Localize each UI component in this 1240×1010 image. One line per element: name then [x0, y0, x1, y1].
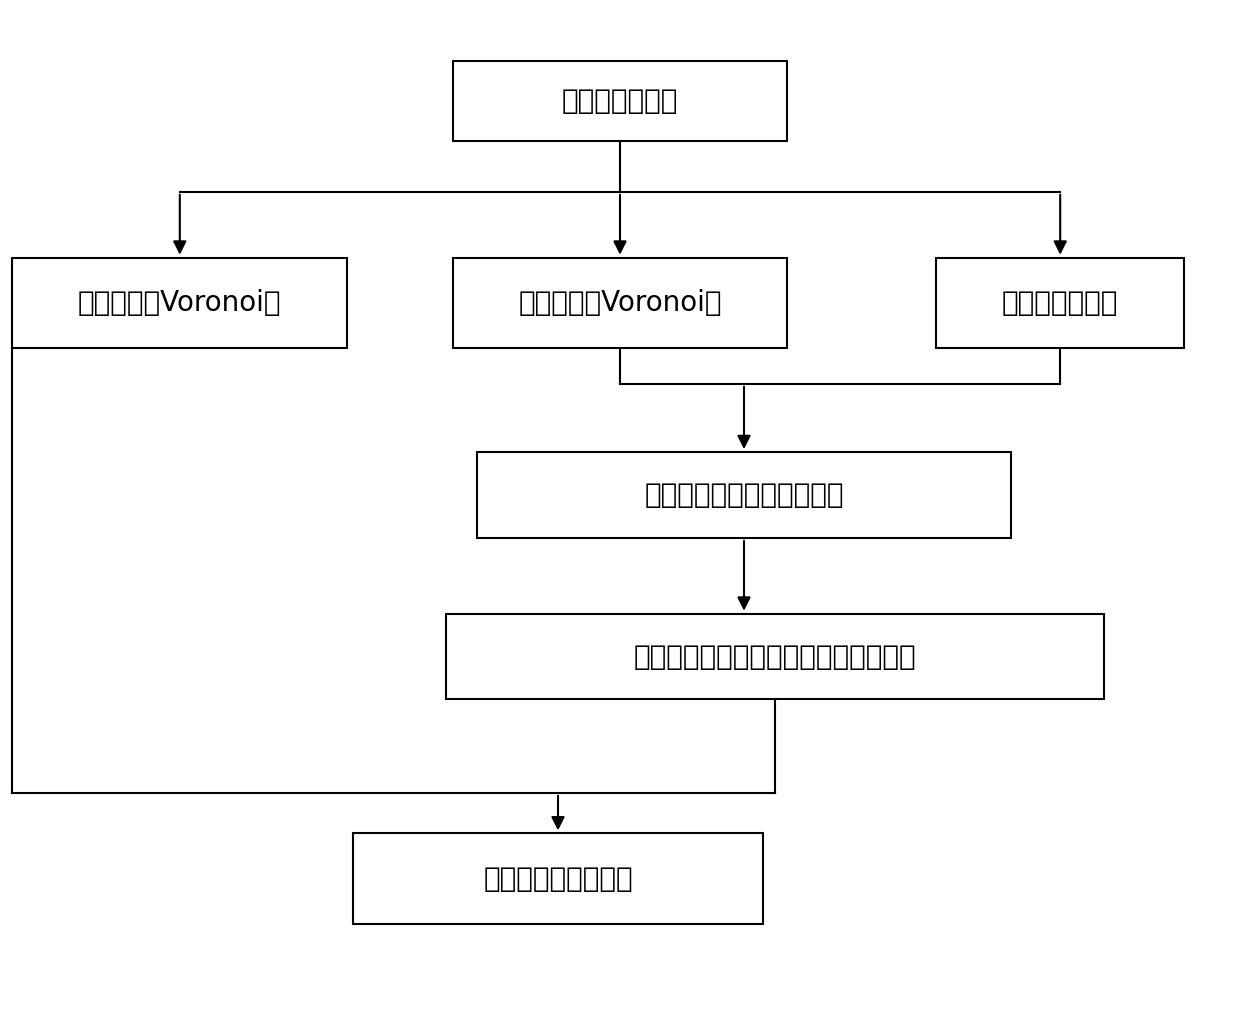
Bar [477, 452, 1011, 537]
Text: 原始采样点数据: 原始采样点数据 [562, 87, 678, 115]
Text: 确定重金属含量衰减系数和动态缓冲区: 确定重金属含量衰减系数和动态缓冲区 [634, 642, 916, 671]
Bar [12, 258, 347, 348]
Text: 异常高值点提取: 异常高值点提取 [1002, 289, 1118, 317]
Text: 异常高值点一阶邻近点提取: 异常高值点一阶邻近点提取 [645, 481, 843, 509]
Text: 异常高值点Voronoi图: 异常高值点Voronoi图 [78, 289, 281, 317]
Text: 异常高值点影响范围: 异常高值点影响范围 [484, 865, 632, 893]
Bar [936, 258, 1184, 348]
Bar [446, 613, 1104, 699]
Bar [453, 61, 787, 141]
Bar [353, 833, 763, 924]
Bar [453, 258, 787, 348]
Text: 全部采样点Voronoi图: 全部采样点Voronoi图 [518, 289, 722, 317]
